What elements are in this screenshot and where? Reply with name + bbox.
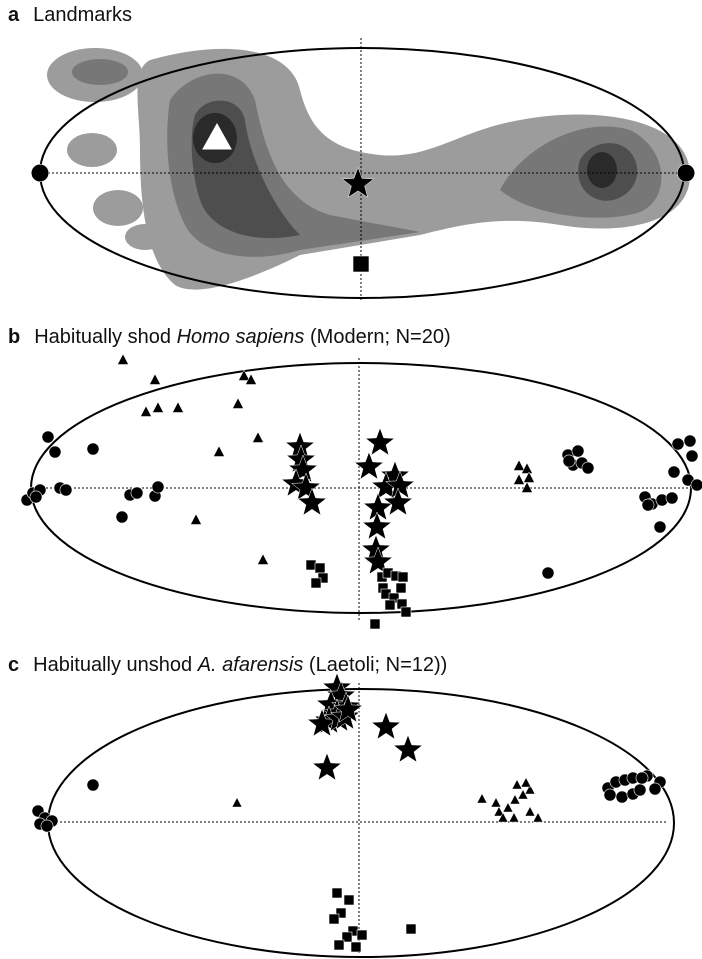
contour-core (587, 152, 617, 188)
circle-marker (668, 466, 680, 478)
circle-marker (60, 484, 72, 496)
square-marker (332, 888, 342, 898)
triangle-marker (533, 813, 543, 822)
circle-marker (684, 435, 696, 447)
circle-marker (563, 455, 575, 467)
triangle-marker (514, 460, 525, 471)
triangle-marker (153, 402, 164, 413)
triangle-marker (258, 554, 269, 565)
triangle-marker (491, 798, 501, 807)
triangle-marker (232, 798, 242, 807)
square-marker (306, 560, 316, 570)
square-marker (398, 572, 408, 582)
foot-outline (48, 689, 674, 957)
circle-marker (691, 479, 702, 491)
triangle-marker (191, 514, 202, 525)
square-marker (351, 942, 361, 952)
circle-marker (616, 791, 628, 803)
contours (47, 48, 690, 290)
triangle-marker (521, 778, 531, 787)
triangle-marker (118, 354, 129, 365)
circle-marker (582, 462, 594, 474)
figure (0, 0, 702, 959)
circle-marker (572, 445, 584, 457)
star-marker (363, 512, 392, 539)
triangle-marker (141, 406, 152, 417)
triangle-marker (514, 474, 525, 485)
square-marker (311, 578, 321, 588)
circle-marker (672, 438, 684, 450)
circle-marker (636, 772, 648, 784)
triangle-marker (214, 446, 225, 457)
star-marker (372, 712, 401, 739)
circle-marker (31, 164, 49, 182)
square-marker (353, 256, 369, 272)
triangle-marker (233, 398, 244, 409)
square-marker (396, 583, 406, 593)
markers (21, 124, 702, 952)
star-marker (313, 753, 342, 780)
page: aLandmarks bHabitually shodHomo sapiens(… (0, 0, 702, 959)
triangle-marker (512, 780, 522, 789)
square-marker (385, 600, 395, 610)
circle-marker (42, 431, 54, 443)
circle-marker (686, 450, 698, 462)
circle-marker (542, 567, 554, 579)
square-marker (334, 940, 344, 950)
star-marker (366, 428, 395, 455)
contour-toe (125, 224, 165, 250)
circle-marker (131, 487, 143, 499)
contour-toe (93, 190, 143, 226)
square-marker (401, 607, 411, 617)
circle-marker (649, 783, 661, 795)
triangle-marker (477, 794, 487, 803)
square-marker (315, 563, 325, 573)
circle-marker (634, 784, 646, 796)
circle-marker (642, 499, 654, 511)
square-marker (329, 914, 339, 924)
triangle-marker (150, 374, 161, 385)
square-marker (357, 930, 367, 940)
circle-marker (87, 779, 99, 791)
contour-toe (72, 59, 128, 85)
square-marker (406, 924, 416, 934)
circle-marker (152, 481, 164, 493)
triangle-marker (525, 807, 535, 816)
circle-marker (604, 789, 616, 801)
circle-marker (666, 492, 678, 504)
circle-marker (116, 511, 128, 523)
square-marker (344, 895, 354, 905)
circle-marker (87, 443, 99, 455)
triangle-marker (253, 432, 264, 443)
circle-marker (30, 491, 42, 503)
contour-toe (67, 133, 117, 167)
circle-marker (49, 446, 61, 458)
star-marker (394, 735, 423, 762)
square-marker (370, 619, 380, 629)
circle-marker (654, 521, 666, 533)
circle-marker (677, 164, 695, 182)
triangle-marker (173, 402, 184, 413)
contour-toe (163, 248, 207, 276)
circle-marker (41, 820, 53, 832)
triangle-marker (510, 795, 520, 804)
triangle-marker (509, 813, 519, 822)
